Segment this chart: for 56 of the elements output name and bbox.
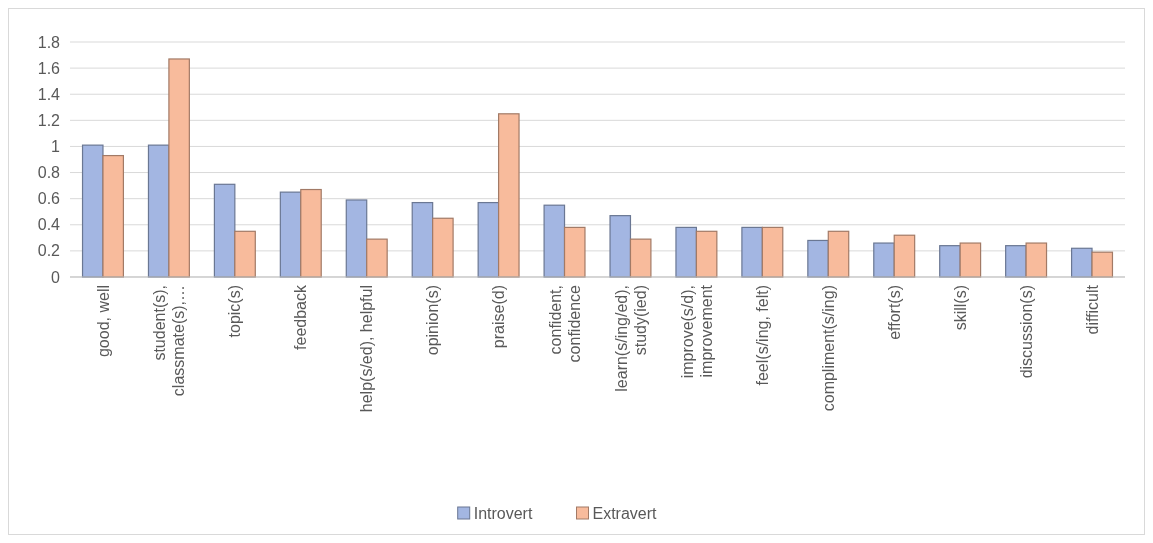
bar bbox=[345, 199, 368, 278]
bar bbox=[1025, 242, 1048, 278]
x-tick-label: good, well bbox=[94, 285, 112, 358]
bar bbox=[543, 204, 566, 278]
x-tick-label: feedback bbox=[292, 284, 310, 350]
bar bbox=[147, 144, 170, 278]
x-tick-label: praise(d) bbox=[490, 285, 508, 349]
x-tick-label: learn(s/ing/ed), study(ied) bbox=[612, 285, 649, 392]
x-tick-label: help(s/ed), helpful bbox=[358, 285, 376, 413]
bar bbox=[807, 239, 829, 278]
bar bbox=[168, 58, 190, 278]
bar bbox=[477, 201, 500, 278]
bar bbox=[279, 191, 302, 278]
x-tick-label: discussion(s) bbox=[1017, 285, 1035, 379]
x-tick-label: student(s), classmate(s),… bbox=[151, 285, 188, 397]
legend-label: Extravert bbox=[592, 504, 658, 522]
x-tick-label: compliment(s/ing) bbox=[819, 285, 837, 412]
x-tick-label: effort(s) bbox=[885, 285, 903, 340]
x-tick-label: skill(s) bbox=[951, 285, 969, 331]
bar bbox=[609, 215, 632, 278]
x-tick-label: feel(s/ing, felt) bbox=[753, 285, 771, 386]
legend-label: Introvert bbox=[473, 504, 533, 522]
bar bbox=[432, 217, 454, 278]
y-tick-label: 0 bbox=[51, 268, 61, 286]
bar bbox=[102, 154, 125, 278]
bar bbox=[939, 245, 961, 278]
bar bbox=[893, 234, 916, 278]
y-tick-label: 1.8 bbox=[37, 33, 61, 51]
y-tick-label: 0.6 bbox=[37, 190, 61, 208]
bar bbox=[213, 183, 236, 278]
y-tick-label: 0.4 bbox=[37, 216, 61, 234]
y-tick-label: 0.2 bbox=[37, 242, 61, 260]
bar bbox=[1091, 251, 1114, 278]
y-tick-label: 0.8 bbox=[37, 164, 61, 182]
bar bbox=[761, 226, 784, 278]
bar bbox=[827, 230, 850, 278]
bar bbox=[629, 238, 652, 278]
y-tick-label: 1.2 bbox=[37, 111, 61, 129]
y-tick-label: 1 bbox=[51, 138, 61, 156]
bar bbox=[695, 230, 718, 278]
bar bbox=[366, 238, 388, 278]
y-tick-label: 1.4 bbox=[37, 85, 61, 103]
y-tick-label: 1.6 bbox=[37, 59, 61, 77]
bar bbox=[741, 226, 763, 278]
bar bbox=[873, 242, 895, 278]
x-tick-label: topic(s) bbox=[226, 285, 244, 338]
x-tick-label: difficult bbox=[1083, 284, 1101, 335]
bar bbox=[300, 188, 322, 278]
bar bbox=[234, 230, 256, 278]
bar bbox=[563, 226, 586, 278]
bar bbox=[675, 226, 698, 278]
bar bbox=[959, 242, 982, 278]
x-tick-label: opinion(s) bbox=[424, 285, 442, 356]
bar bbox=[497, 113, 520, 278]
bar bbox=[411, 201, 434, 278]
bar bbox=[81, 144, 104, 278]
